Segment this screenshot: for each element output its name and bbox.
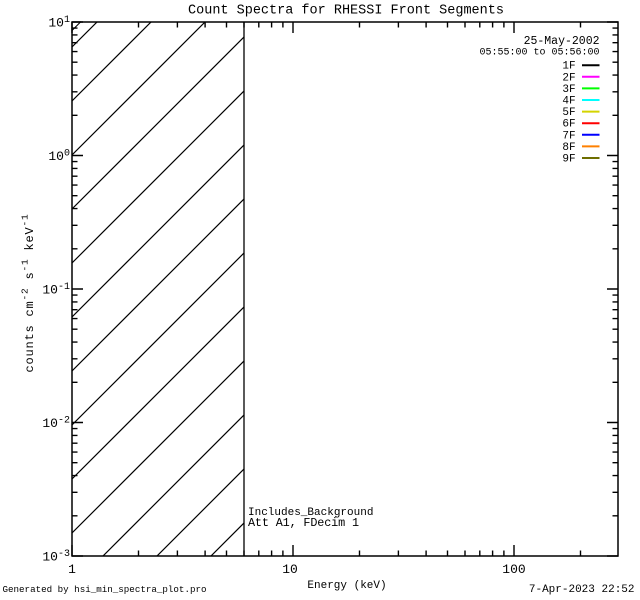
svg-text:25-May-2002: 25-May-2002 (524, 35, 600, 48)
svg-text:Includes_Background: Includes_Background (248, 507, 373, 519)
svg-text:5F: 5F (562, 107, 575, 119)
svg-text:1: 1 (68, 562, 76, 577)
svg-text:1F: 1F (562, 61, 575, 73)
svg-text:Energy (keV): Energy (keV) (307, 580, 386, 592)
svg-text:Att A1, FDecim 1: Att A1, FDecim 1 (248, 516, 359, 530)
svg-text:100: 100 (502, 562, 525, 577)
svg-text:7F: 7F (562, 130, 575, 142)
svg-text:6F: 6F (562, 119, 575, 131)
svg-text:8F: 8F (562, 142, 575, 154)
svg-text:4F: 4F (562, 96, 575, 108)
svg-text:Count Spectra for RHESSI Front: Count Spectra for RHESSI Front Segments (188, 4, 504, 19)
svg-text:10: 10 (282, 562, 298, 577)
svg-text:7-Apr-2023 22:52: 7-Apr-2023 22:52 (529, 584, 635, 596)
svg-text:counts cm-2 s-1 keV-1: counts cm-2 s-1 keV-1 (20, 213, 38, 372)
svg-text:2F: 2F (562, 72, 575, 84)
svg-text:3F: 3F (562, 84, 575, 96)
svg-text:Generated by hsi_min_spectra_p: Generated by hsi_min_spectra_plot.pro (3, 584, 207, 595)
svg-text:9F: 9F (562, 154, 575, 166)
svg-text:05:55:00 to 05:56:00: 05:55:00 to 05:56:00 (479, 48, 599, 59)
